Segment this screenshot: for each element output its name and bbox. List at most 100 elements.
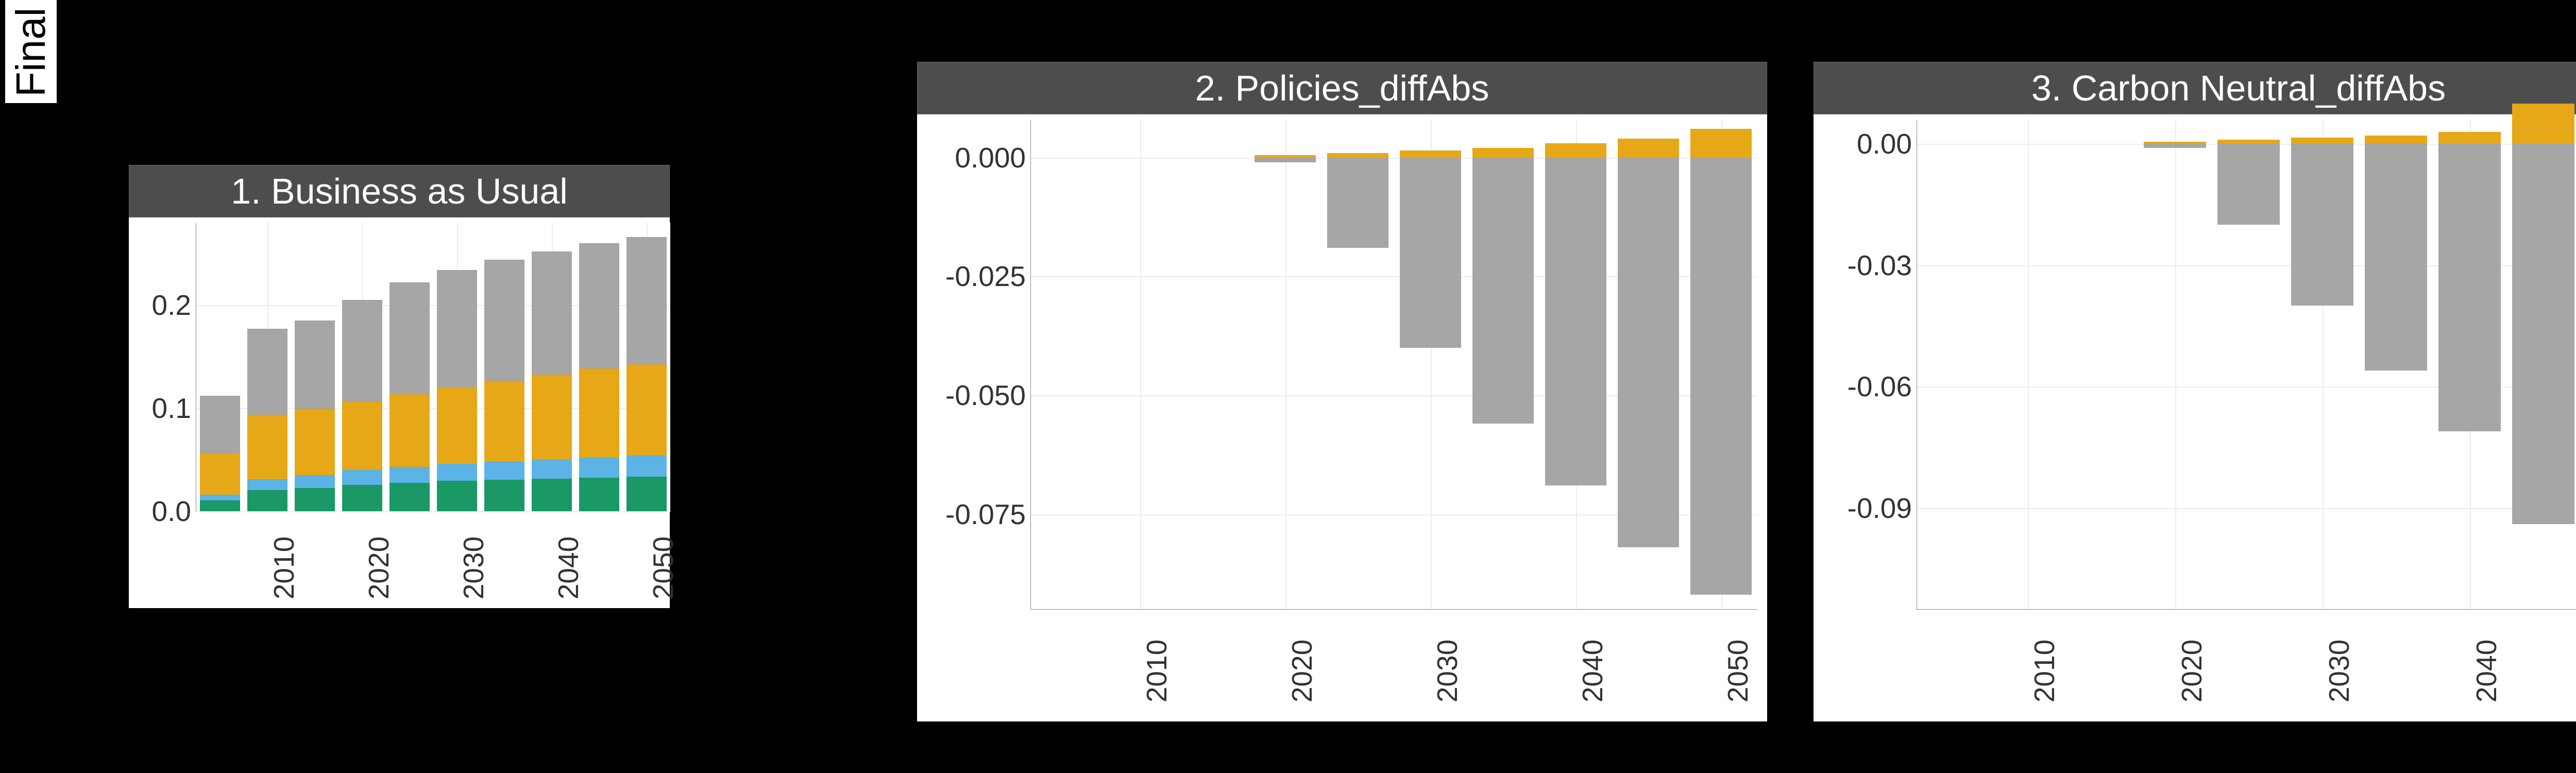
diff-bar-cooking bbox=[2365, 136, 2428, 144]
bar-column bbox=[200, 223, 240, 511]
xtick-label: 2020 bbox=[1285, 640, 1318, 702]
ytick-label: -0.03 bbox=[1848, 249, 1912, 282]
bar-segment bbox=[200, 500, 240, 511]
ytick-label: -0.09 bbox=[1848, 492, 1912, 525]
diff-bar-acmv bbox=[2365, 144, 2428, 371]
ytick-label: 0.1 bbox=[152, 392, 191, 425]
diff-bar-acmv bbox=[1400, 158, 1462, 348]
bar-column bbox=[437, 223, 477, 511]
panel2-title: 2. Policies_diffAbs bbox=[917, 62, 1767, 114]
bar-segment bbox=[247, 479, 287, 490]
bar-segment bbox=[295, 321, 335, 409]
bar-segment bbox=[579, 243, 619, 368]
bar-segment bbox=[532, 479, 572, 511]
gridline-vertical bbox=[1140, 120, 1141, 609]
bar-segment bbox=[389, 282, 430, 394]
bar-segment bbox=[295, 488, 335, 511]
bar-segment bbox=[247, 329, 287, 415]
gridline-horizontal bbox=[196, 511, 670, 512]
diff-bar-cooking bbox=[2217, 140, 2280, 144]
gridline-vertical bbox=[2028, 120, 2029, 609]
panel-policies-diffabs: 2. Policies_diffAbs 0.000-0.025-0.050-0.… bbox=[917, 62, 1767, 721]
xtick-label: 2020 bbox=[362, 536, 395, 599]
ytick-label: 0.00 bbox=[1857, 127, 1912, 160]
diff-bar-acmv bbox=[2144, 144, 2207, 148]
bar-segment bbox=[579, 478, 619, 511]
xtick-label: 2030 bbox=[457, 536, 490, 599]
bar-segment bbox=[342, 485, 382, 511]
ytick-label: 0.000 bbox=[955, 141, 1026, 174]
gridline-vertical bbox=[2175, 120, 2176, 609]
bar-column bbox=[484, 223, 524, 511]
bar-segment bbox=[437, 387, 477, 464]
diff-bar-cooking bbox=[2438, 132, 2501, 144]
diff-bar-acmv bbox=[1472, 158, 1534, 424]
xtick-label: 2010 bbox=[1140, 640, 1173, 702]
diff-bar-acmv bbox=[1690, 158, 1752, 595]
diff-bar-acmv bbox=[1255, 158, 1316, 162]
xtick-label: 2010 bbox=[267, 536, 300, 599]
diff-bar-cooking bbox=[1690, 129, 1752, 157]
bar-segment bbox=[484, 260, 524, 381]
xtick-label: 2010 bbox=[2028, 640, 2061, 702]
bar-column bbox=[247, 223, 287, 511]
xtick-label: 2040 bbox=[552, 536, 585, 599]
gridline-horizontal bbox=[1917, 508, 2576, 509]
bar-segment bbox=[295, 475, 335, 488]
diff-bar-cooking bbox=[2512, 104, 2575, 144]
panel-business-as-usual: 1. Business as Usual 0.0 0.1 0.2 2010 2020 20… bbox=[129, 165, 670, 608]
xtick-label: 2040 bbox=[1576, 640, 1609, 702]
bar-column bbox=[389, 223, 430, 511]
bar-segment bbox=[437, 481, 477, 511]
diff-bar-acmv bbox=[2512, 144, 2575, 524]
bar-segment bbox=[626, 364, 667, 456]
bar-segment bbox=[437, 270, 477, 387]
diff-bar-acmv bbox=[2291, 144, 2354, 306]
diff-bar-acmv bbox=[2438, 144, 2501, 431]
bar-segment bbox=[484, 462, 524, 480]
ytick-label: 0.2 bbox=[152, 289, 191, 322]
xtick-label: 2030 bbox=[2323, 640, 2355, 702]
diff-bar-cooking bbox=[2291, 138, 2354, 144]
bar-segment bbox=[200, 396, 240, 453]
bar-column bbox=[532, 223, 572, 511]
bar-column bbox=[626, 223, 667, 511]
bar-segment bbox=[532, 460, 572, 479]
bar-segment bbox=[247, 415, 287, 479]
bar-segment bbox=[389, 394, 430, 467]
bar-segment bbox=[389, 467, 430, 483]
bar-segment bbox=[626, 477, 667, 511]
diff-bar-cooking bbox=[1472, 148, 1534, 157]
panel3-title: 3. Carbon Neutral_diffAbs bbox=[1814, 62, 2576, 114]
diff-bar-cooking bbox=[1545, 143, 1607, 158]
bar-segment bbox=[484, 381, 524, 462]
ytick-label: 0.0 bbox=[152, 495, 191, 528]
diff-bar-acmv bbox=[1327, 158, 1389, 248]
bar-segment bbox=[247, 490, 287, 511]
bar-column bbox=[579, 223, 619, 511]
bar-segment bbox=[295, 409, 335, 475]
bar-segment bbox=[532, 375, 572, 460]
panel2-plot-area: 0.000-0.025-0.050-0.07520102020203020402… bbox=[1030, 120, 1757, 610]
bar-segment bbox=[579, 458, 619, 478]
panel1-title: 1. Business as Usual bbox=[129, 165, 670, 217]
bar-segment bbox=[389, 483, 430, 511]
diff-bar-acmv bbox=[1545, 158, 1607, 485]
diff-bar-acmv bbox=[2217, 144, 2280, 225]
diff-bar-cooking bbox=[1618, 139, 1680, 158]
bar-segment bbox=[342, 470, 382, 485]
bar-segment bbox=[437, 464, 477, 481]
panel3-plot-area: 0.00-0.03-0.06-0.0920102020203020402050 bbox=[1917, 120, 2576, 610]
xtick-label: 2050 bbox=[1721, 640, 1754, 702]
bar-segment bbox=[342, 401, 382, 470]
xtick-label: 2030 bbox=[1431, 640, 1464, 702]
ytick-label: -0.06 bbox=[1848, 370, 1912, 403]
bar-segment bbox=[484, 480, 524, 511]
xtick-label: 2020 bbox=[2175, 640, 2208, 702]
xtick-label: 2040 bbox=[2470, 640, 2503, 702]
bar-column bbox=[295, 223, 335, 511]
ytick-label: -0.025 bbox=[945, 260, 1026, 293]
gridline-vertical bbox=[1285, 120, 1286, 609]
panel-carbon-neutral-diffabs: 3. Carbon Neutral_diffAbs 0.00-0.03-0.06… bbox=[1814, 62, 2576, 721]
y-axis-label: Final Energy (EJ) bbox=[5, 0, 57, 103]
